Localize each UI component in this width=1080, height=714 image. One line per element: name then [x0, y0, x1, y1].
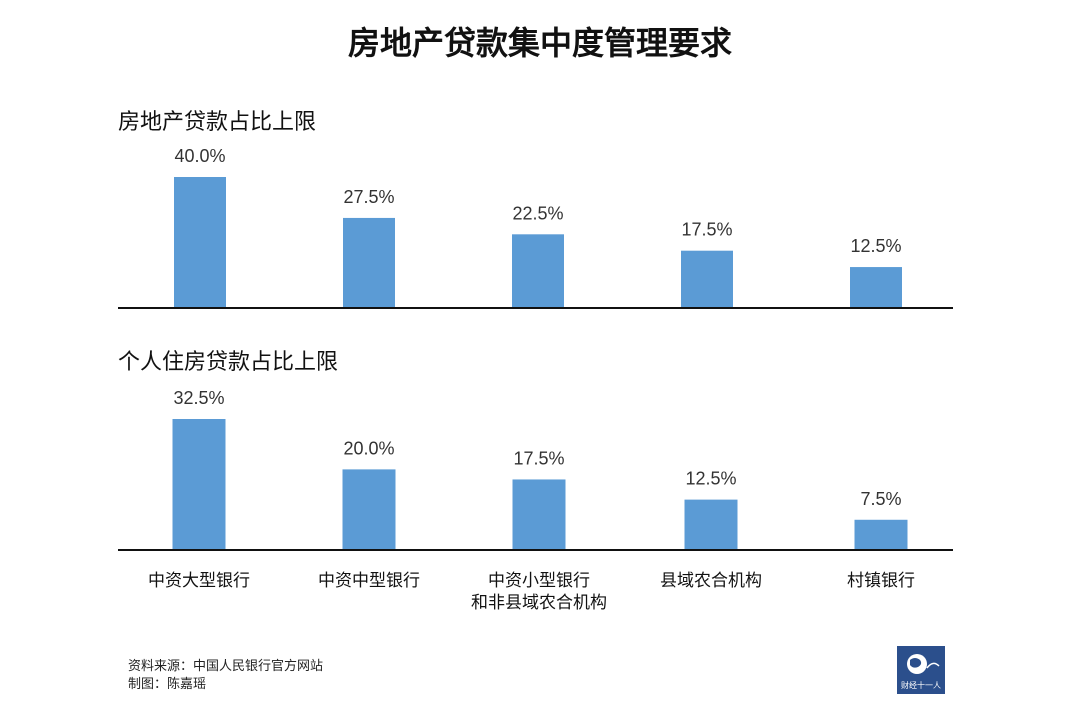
bar-1-4	[681, 250, 733, 308]
bar-1-1	[174, 177, 226, 308]
author-note: 制图：陈嘉瑶	[128, 677, 207, 692]
publisher-logo: 财经十一人	[897, 646, 945, 694]
bar-2-3	[512, 479, 566, 550]
source-note: 资料来源：中国人民银行官方网站	[128, 659, 324, 674]
globe-icon	[907, 654, 940, 674]
bar-1-2	[343, 217, 395, 308]
category-label-3: 中资小型银行和非县域农合机构	[471, 571, 607, 613]
category-label-1: 中资大型银行	[148, 571, 250, 591]
bar-2-4	[684, 499, 738, 550]
bar-1-3	[512, 234, 564, 308]
category-label-5: 村镇银行	[847, 571, 915, 591]
data-label-2-4: 12.5%	[685, 469, 736, 489]
page-title: 房地产贷款集中度管理要求	[347, 24, 732, 62]
data-label-1-4: 17.5%	[681, 220, 732, 240]
data-label-1-2: 27.5%	[343, 187, 394, 207]
data-label-2-5: 7.5%	[860, 489, 901, 509]
category-label-2: 中资中型银行	[318, 571, 420, 591]
data-label-1-3: 22.5%	[512, 203, 563, 223]
bar-2-5	[854, 519, 908, 550]
panel-title-mortgage-loans: 个人住房贷款占比上限	[118, 350, 339, 375]
data-label-2-1: 32.5%	[173, 388, 224, 408]
category-label-4: 县域农合机构	[660, 571, 762, 591]
data-label-1-1: 40.0%	[174, 146, 225, 166]
data-label-2-2: 20.0%	[343, 438, 394, 458]
logo-text: 财经十一人	[901, 681, 941, 690]
data-label-1-5: 12.5%	[850, 236, 901, 256]
bar-2-2	[342, 469, 396, 550]
data-label-2-3: 17.5%	[513, 448, 564, 468]
bar-1-5	[850, 267, 902, 308]
bar-2-1	[172, 419, 226, 550]
bar-charts: 40.0% 27.5% 22.5% 17.5% 12.5% 32.5% 20.0% 17.5%…	[118, 146, 953, 613]
panel-title-property-loans: 房地产贷款占比上限	[118, 110, 317, 135]
